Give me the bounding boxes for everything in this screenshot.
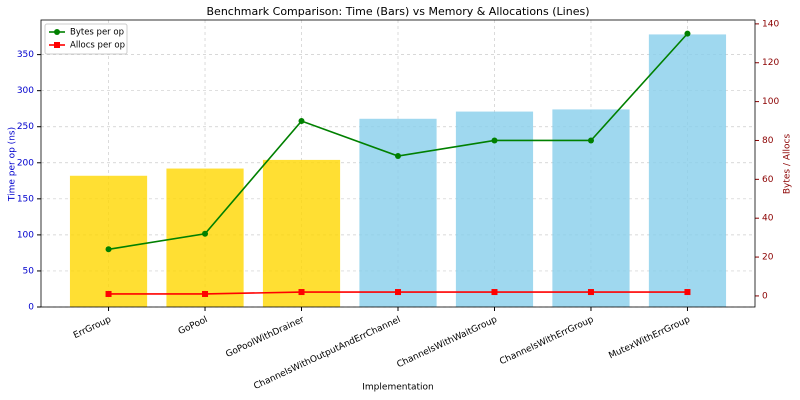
y2-axis-label: Bytes / Allocs: [783, 134, 793, 195]
marker: [105, 246, 112, 253]
marker: [491, 289, 498, 296]
marker: [684, 289, 691, 296]
y2-tick-label: 0: [762, 291, 768, 301]
marker: [298, 289, 305, 296]
x-tick-label: GoPoolWithDrainer: [224, 315, 306, 360]
y2-tick-label: 120: [762, 58, 779, 68]
chart-title: Benchmark Comparison: Time (Bars) vs Mem…: [207, 5, 590, 18]
legend-label: Allocs per op: [70, 41, 125, 51]
legend-box: [44, 23, 128, 55]
y-tick-label: 350: [17, 50, 34, 60]
legend-marker: [54, 42, 60, 48]
x-tick-label: ChannelsWithErrGroup: [498, 315, 595, 367]
bar: [359, 118, 437, 307]
y-tick-label: 300: [17, 86, 34, 96]
marker: [587, 289, 594, 296]
marker: [587, 137, 594, 144]
y-tick-label: 200: [17, 158, 34, 168]
bar: [648, 34, 727, 307]
legend-marker: [54, 29, 60, 35]
y-axis-label: Time per op (ns): [8, 127, 18, 202]
marker: [105, 290, 112, 297]
y-tick-label: 50: [23, 266, 35, 276]
y-tick-label: 150: [17, 194, 34, 204]
y2-tick-label: 140: [762, 19, 779, 29]
bar: [262, 159, 341, 307]
x-tick-label: ErrGroup: [72, 315, 113, 341]
marker: [491, 137, 498, 144]
marker: [684, 30, 691, 37]
y2-tick-label: 80: [762, 136, 774, 146]
x-tick-label: ChannelsWithWaitGroup: [395, 315, 499, 370]
y2-tick-label: 40: [762, 214, 774, 224]
y2-tick-label: 100: [762, 97, 779, 107]
marker: [202, 290, 209, 297]
legend-label: Bytes per op: [70, 28, 124, 38]
y2-tick-label: 20: [762, 253, 774, 263]
y-tick-label: 0: [28, 303, 34, 313]
y-tick-label: 100: [17, 230, 34, 240]
y-tick-label: 250: [17, 122, 34, 132]
marker: [298, 118, 305, 125]
marker: [395, 153, 401, 160]
bar: [69, 175, 148, 307]
x-axis-label: Implementation: [362, 383, 433, 393]
y2-tick-label: 60: [762, 175, 774, 185]
x-tick-label: MutexWithErrGroup: [607, 315, 692, 362]
plot-frame: [40, 19, 756, 308]
marker: [395, 289, 401, 296]
x-tick-label: GoPool: [177, 315, 209, 337]
marker: [202, 230, 209, 237]
